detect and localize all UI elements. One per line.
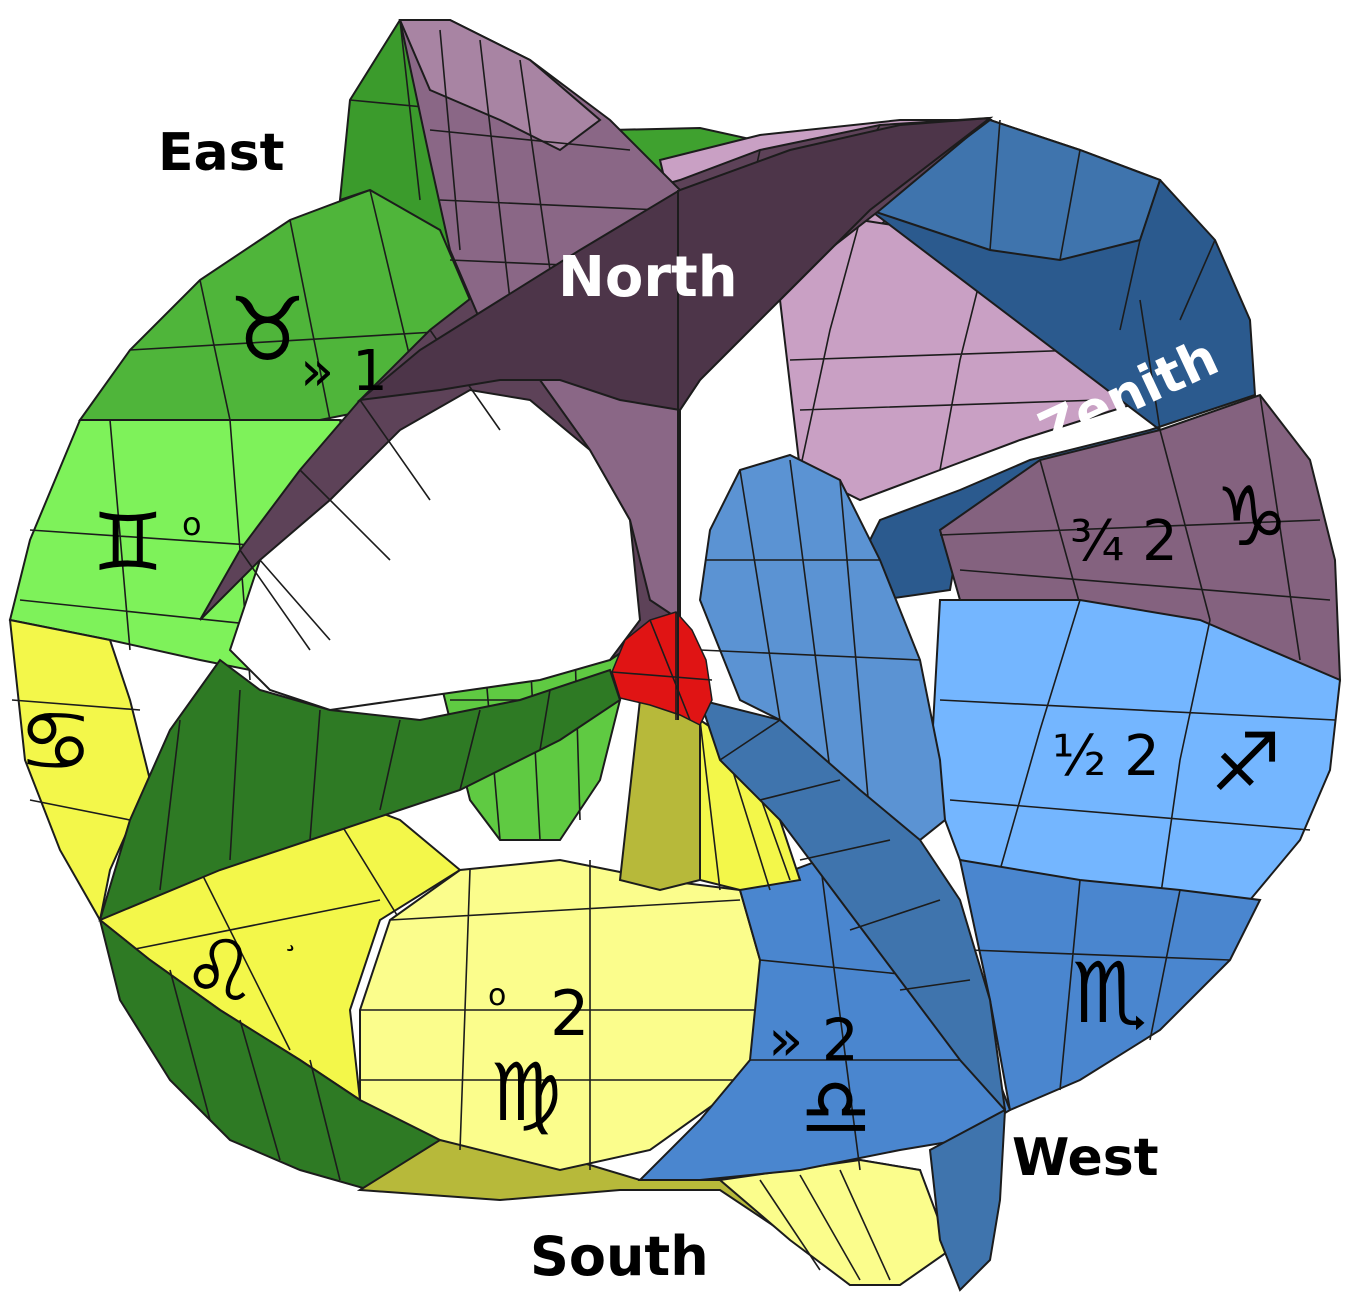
center-blue-wedge-grid [719,719,971,991]
back-right-pink-grid [789,219,1101,471]
center-red-core-lines [611,612,713,721]
capricorn-mark: ¾ 2 [1070,509,1178,574]
north-pink-grid [429,29,681,341]
scorpio-grid [969,879,1231,1091]
virgo-mark-o: o [488,978,506,1013]
leo-mark: ¸ [283,918,298,953]
label-west: West [1012,1128,1159,1188]
label-north: North [558,245,738,310]
taurus-grid [129,189,471,421]
sagittarius-mark: ½ 2 [1052,724,1160,789]
front-dark-green-grid [159,689,551,891]
center-blue-oval-grid [699,459,921,821]
cancer-icon: ♋ [18,692,93,790]
sagittarius-band [928,599,1342,902]
bottom-yellow-strip [717,1158,952,1286]
sagittarius-grid [939,599,1336,901]
north-dark-arc [356,116,994,412]
label-east: East [158,123,284,183]
cancer-band [8,618,152,923]
libra-mark: » 2 [768,1006,859,1074]
zenith-grid [989,119,1216,431]
capricorn-icon: ♑ [1215,470,1289,565]
cancer-grid [11,699,141,821]
sagittarius-icon: ♐ [1210,716,1282,809]
lower-dark-green-grid [169,969,341,1181]
virgo-grid [360,860,760,1170]
virgo-icon: ♍ [490,1046,562,1139]
scorpio-band [958,858,1262,1112]
bottom-yellow-strip-grid [759,1169,891,1281]
north-pink-band-light [398,19,602,152]
gemini-mark: o [182,505,202,543]
scorpio-icon: ♏ [1072,944,1147,1042]
label-south: South [530,1225,709,1288]
taurus-mark: » 1 [300,339,388,404]
virgo-mark-2: 2 [550,977,589,1050]
libra-icon: ♎ [800,1061,872,1154]
taurus-icon: ♉ [228,278,307,381]
center-blue-wedge [698,698,1007,1114]
capricorn-grid [939,394,1331,661]
center-stem [618,699,701,892]
gemini-icon: ♊ [92,496,164,589]
leo-icon: ♌ [182,922,257,1020]
